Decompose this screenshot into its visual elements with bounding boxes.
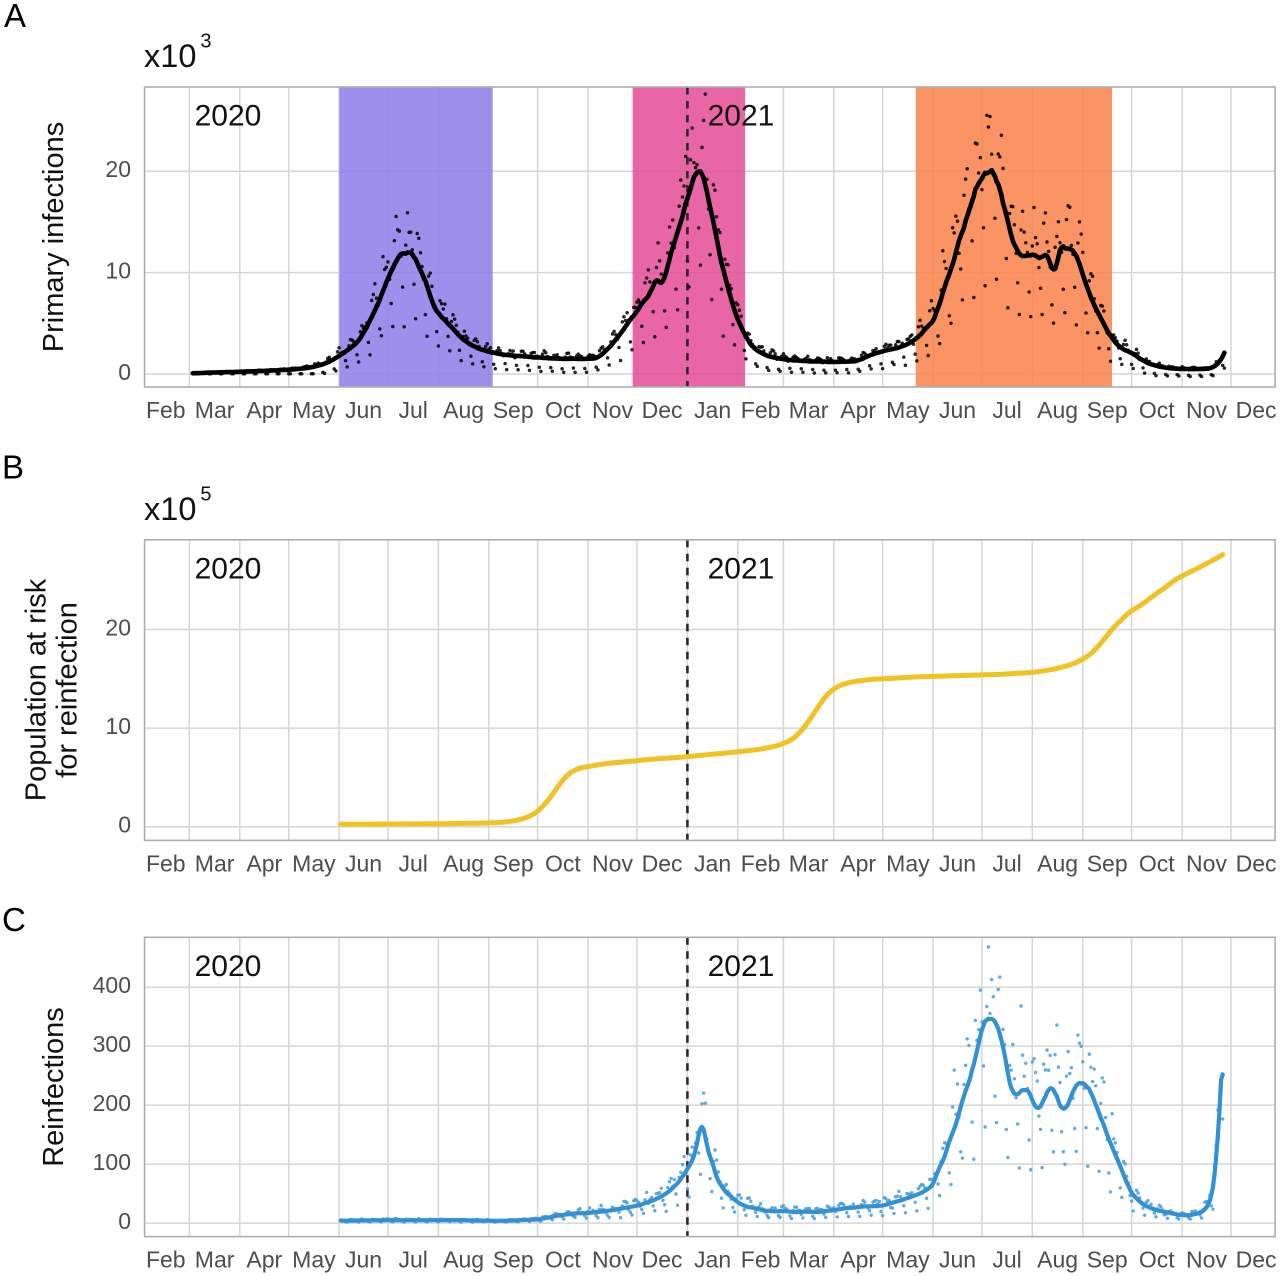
svg-text:Dec: Dec [642, 1247, 683, 1273]
svg-text:Jun: Jun [345, 397, 382, 423]
svg-text:Apr: Apr [246, 1247, 282, 1273]
svg-text:C: C [2, 901, 26, 938]
svg-text:Feb: Feb [146, 1247, 186, 1273]
svg-text:May: May [886, 397, 930, 423]
svg-text:Sep: Sep [1087, 1247, 1128, 1273]
svg-text:2021: 2021 [708, 552, 775, 585]
svg-text:Nov: Nov [592, 850, 633, 876]
svg-text:Nov: Nov [1186, 1247, 1227, 1273]
svg-text:Sep: Sep [1087, 397, 1128, 423]
svg-text:Reinfections: Reinfections [38, 1007, 70, 1167]
svg-text:Nov: Nov [592, 397, 633, 423]
svg-text:10: 10 [105, 258, 131, 284]
svg-text:Mar: Mar [789, 850, 829, 876]
svg-text:Mar: Mar [195, 1247, 235, 1273]
svg-text:Jul: Jul [398, 850, 427, 876]
svg-text:Sep: Sep [493, 850, 534, 876]
svg-text:Feb: Feb [741, 850, 781, 876]
svg-text:Jul: Jul [992, 397, 1021, 423]
svg-text:Oct: Oct [1139, 397, 1175, 423]
svg-text:Oct: Oct [545, 1247, 581, 1273]
svg-text:Oct: Oct [545, 850, 581, 876]
svg-text:Jul: Jul [992, 850, 1021, 876]
svg-text:0: 0 [118, 359, 131, 385]
svg-text:2021: 2021 [708, 100, 775, 133]
svg-text:Apr: Apr [840, 1247, 876, 1273]
svg-text:Sep: Sep [1087, 850, 1128, 876]
svg-text:Nov: Nov [1186, 850, 1227, 876]
svg-text:Nov: Nov [592, 1247, 633, 1273]
svg-text:Aug: Aug [443, 397, 484, 423]
svg-text:for reinfection: for reinfection [52, 602, 84, 778]
svg-text:Jul: Jul [992, 1247, 1021, 1273]
svg-text:Dec: Dec [1236, 850, 1277, 876]
svg-text:Apr: Apr [840, 850, 876, 876]
svg-text:Aug: Aug [1037, 850, 1078, 876]
svg-text:Oct: Oct [545, 397, 581, 423]
svg-text:20: 20 [105, 615, 131, 641]
svg-text:200: 200 [93, 1090, 131, 1116]
svg-text:20: 20 [105, 156, 131, 182]
svg-text:Jan: Jan [694, 850, 731, 876]
svg-text:Jun: Jun [939, 397, 976, 423]
svg-text:Jun: Jun [345, 850, 382, 876]
svg-text:Primary infections: Primary infections [38, 122, 70, 352]
svg-text:May: May [886, 850, 930, 876]
svg-text:300: 300 [93, 1031, 131, 1057]
svg-text:Mar: Mar [789, 397, 829, 423]
svg-text:Jun: Jun [939, 850, 976, 876]
svg-text:Feb: Feb [146, 397, 186, 423]
svg-text:Dec: Dec [642, 850, 683, 876]
svg-text:100: 100 [93, 1149, 131, 1175]
svg-text:10: 10 [105, 713, 131, 739]
svg-text:2020: 2020 [195, 552, 262, 585]
svg-text:May: May [292, 397, 336, 423]
svg-text:Jan: Jan [694, 1247, 731, 1273]
svg-text:Mar: Mar [195, 397, 235, 423]
svg-text:Dec: Dec [642, 397, 683, 423]
svg-text:Sep: Sep [493, 397, 534, 423]
svg-text:Apr: Apr [840, 397, 876, 423]
svg-text:Feb: Feb [741, 397, 781, 423]
svg-text:Aug: Aug [1037, 1247, 1078, 1273]
svg-text:Mar: Mar [195, 850, 235, 876]
svg-text:400: 400 [93, 972, 131, 998]
svg-text:Jul: Jul [398, 397, 427, 423]
svg-text:2020: 2020 [195, 100, 262, 133]
svg-text:2021: 2021 [708, 950, 775, 983]
svg-text:Feb: Feb [741, 1247, 781, 1273]
svg-text:B: B [2, 449, 24, 486]
svg-text:May: May [292, 1247, 336, 1273]
svg-text:0: 0 [118, 812, 131, 838]
svg-text:Dec: Dec [1236, 397, 1277, 423]
svg-text:Aug: Aug [1037, 397, 1078, 423]
svg-text:May: May [292, 850, 336, 876]
svg-text:Jun: Jun [345, 1247, 382, 1273]
svg-text:Apr: Apr [246, 850, 282, 876]
svg-text:Dec: Dec [1236, 1247, 1277, 1273]
svg-text:A: A [4, 0, 26, 34]
svg-text:Oct: Oct [1139, 1247, 1175, 1273]
svg-text:Nov: Nov [1186, 397, 1227, 423]
svg-text:Oct: Oct [1139, 850, 1175, 876]
svg-text:Aug: Aug [443, 1247, 484, 1273]
svg-text:Aug: Aug [443, 850, 484, 876]
svg-text:Apr: Apr [246, 397, 282, 423]
svg-text:Jul: Jul [398, 1247, 427, 1273]
svg-text:Jan: Jan [694, 397, 731, 423]
svg-text:Population at risk: Population at risk [21, 578, 53, 801]
svg-text:Feb: Feb [146, 850, 186, 876]
svg-text:Jun: Jun [939, 1247, 976, 1273]
svg-text:2020: 2020 [195, 950, 262, 983]
svg-text:Sep: Sep [493, 1247, 534, 1273]
svg-text:0: 0 [118, 1208, 131, 1234]
svg-text:May: May [886, 1247, 930, 1273]
svg-text:Mar: Mar [789, 1247, 829, 1273]
